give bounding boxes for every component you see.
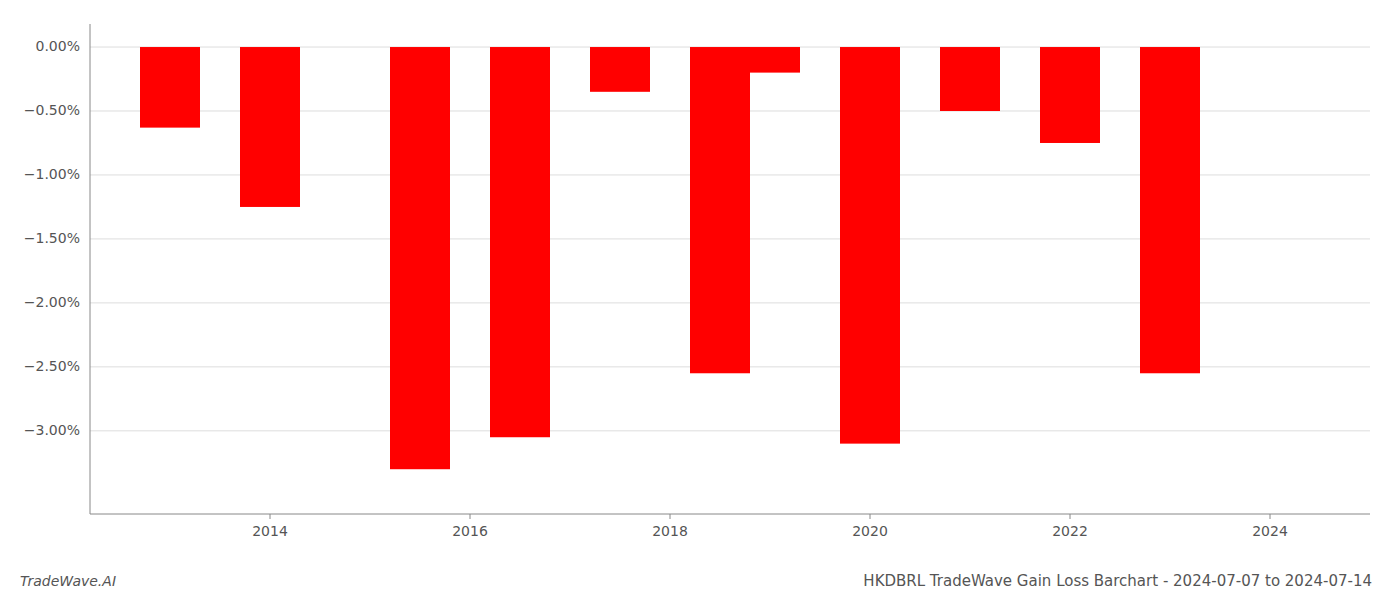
bars — [140, 47, 1200, 469]
x-tick-label: 2016 — [452, 523, 488, 539]
bar — [140, 47, 200, 128]
chart: 0.00% −0.50% −1.00% −1.50% −2.00% −2.50% −3.00… — [0, 0, 1400, 600]
x-tick — [870, 514, 871, 519]
x-axis-line — [90, 514, 1370, 515]
bar — [840, 47, 900, 444]
bar — [590, 47, 650, 92]
y-tick-label: −1.50% — [24, 230, 80, 246]
x-tick-label: 2024 — [1252, 523, 1288, 539]
y-tick-label: −1.00% — [24, 166, 80, 182]
bar — [240, 47, 300, 207]
x-tick — [670, 514, 671, 519]
grid-line — [90, 430, 1370, 431]
chart-container: 0.00% −0.50% −1.00% −1.50% −2.00% −2.50% −3.00… — [0, 0, 1400, 600]
bar — [1140, 47, 1200, 373]
grid — [90, 47, 1370, 431]
y-tick-label: 0.00% — [36, 38, 80, 54]
x-tick-label: 2022 — [1052, 523, 1088, 539]
x-tick — [1070, 514, 1071, 519]
bar — [490, 47, 550, 437]
x-tick — [270, 514, 271, 519]
x-tick-label: 2020 — [852, 523, 888, 539]
footer: TradeWave.AI — [20, 573, 116, 589]
bar — [740, 47, 800, 73]
x-tick — [1270, 514, 1271, 519]
y-axis: 0.00% −0.50% −1.00% −1.50% −2.00% −2.50% −3.00… — [24, 24, 90, 514]
y-axis-line — [90, 24, 91, 514]
y-tick-label: −0.50% — [24, 102, 80, 118]
x-tick — [470, 514, 471, 519]
y-tick-label: −3.00% — [24, 422, 80, 438]
y-tick-label: −2.00% — [24, 294, 80, 310]
x-tick-label: 2018 — [652, 523, 688, 539]
title: HKDBRL TradeWave Gain Loss Barchart - 20… — [863, 572, 1372, 590]
y-tick-label: −2.50% — [24, 358, 80, 374]
bar — [390, 47, 450, 469]
x-axis: 2014 2016 2018 2020 2022 2024 — [90, 514, 1370, 539]
x-tick-label: 2014 — [252, 523, 288, 539]
bar — [940, 47, 1000, 111]
bar — [690, 47, 750, 373]
bar — [1040, 47, 1100, 143]
